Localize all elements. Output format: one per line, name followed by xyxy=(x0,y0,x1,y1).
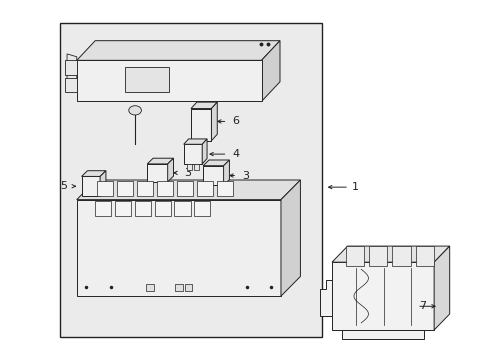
Bar xyxy=(95,202,111,216)
Polygon shape xyxy=(67,54,77,75)
Bar xyxy=(184,284,192,291)
Bar xyxy=(368,246,386,266)
Bar xyxy=(97,181,113,197)
Bar xyxy=(216,181,232,197)
Text: 6: 6 xyxy=(232,116,239,126)
Bar xyxy=(331,262,433,330)
Bar xyxy=(175,284,183,291)
Bar xyxy=(147,164,167,182)
Bar xyxy=(137,181,153,197)
Bar xyxy=(81,176,100,196)
Text: 3: 3 xyxy=(242,171,248,180)
Polygon shape xyxy=(77,180,300,200)
Circle shape xyxy=(128,106,141,115)
Text: 3: 3 xyxy=(183,168,190,178)
Bar xyxy=(64,78,77,93)
Polygon shape xyxy=(81,171,106,176)
Bar xyxy=(174,202,190,216)
Polygon shape xyxy=(167,158,173,182)
Bar xyxy=(154,202,170,216)
Polygon shape xyxy=(203,160,229,166)
Polygon shape xyxy=(223,160,229,185)
Bar xyxy=(117,181,133,197)
Polygon shape xyxy=(331,246,449,262)
Bar xyxy=(197,181,212,197)
Text: 2: 2 xyxy=(271,72,278,82)
Bar xyxy=(415,246,433,266)
Bar xyxy=(191,109,211,141)
Text: 4: 4 xyxy=(232,149,239,159)
Bar xyxy=(115,202,130,216)
Polygon shape xyxy=(341,330,424,339)
Bar xyxy=(125,67,169,93)
Bar xyxy=(391,246,410,266)
Polygon shape xyxy=(261,41,280,102)
Text: 5: 5 xyxy=(60,181,67,191)
Polygon shape xyxy=(281,180,300,296)
Bar xyxy=(145,284,153,291)
Bar xyxy=(77,200,281,296)
Polygon shape xyxy=(191,102,217,109)
Bar xyxy=(64,60,77,75)
Polygon shape xyxy=(100,171,106,196)
Bar xyxy=(134,202,150,216)
Polygon shape xyxy=(147,158,173,164)
Bar xyxy=(194,202,210,216)
Bar xyxy=(203,166,223,185)
Polygon shape xyxy=(211,102,217,141)
Polygon shape xyxy=(319,280,331,316)
Text: 1: 1 xyxy=(351,182,358,192)
Polygon shape xyxy=(183,139,206,144)
Bar xyxy=(194,164,199,170)
Bar xyxy=(60,23,322,337)
Polygon shape xyxy=(67,72,77,93)
Bar xyxy=(177,181,193,197)
Bar xyxy=(77,60,261,102)
Bar xyxy=(187,164,191,170)
Bar xyxy=(157,181,173,197)
Bar xyxy=(183,144,202,164)
Polygon shape xyxy=(202,139,206,164)
Text: 7: 7 xyxy=(419,301,426,311)
Polygon shape xyxy=(77,41,280,60)
Polygon shape xyxy=(433,246,449,330)
Bar xyxy=(345,246,364,266)
